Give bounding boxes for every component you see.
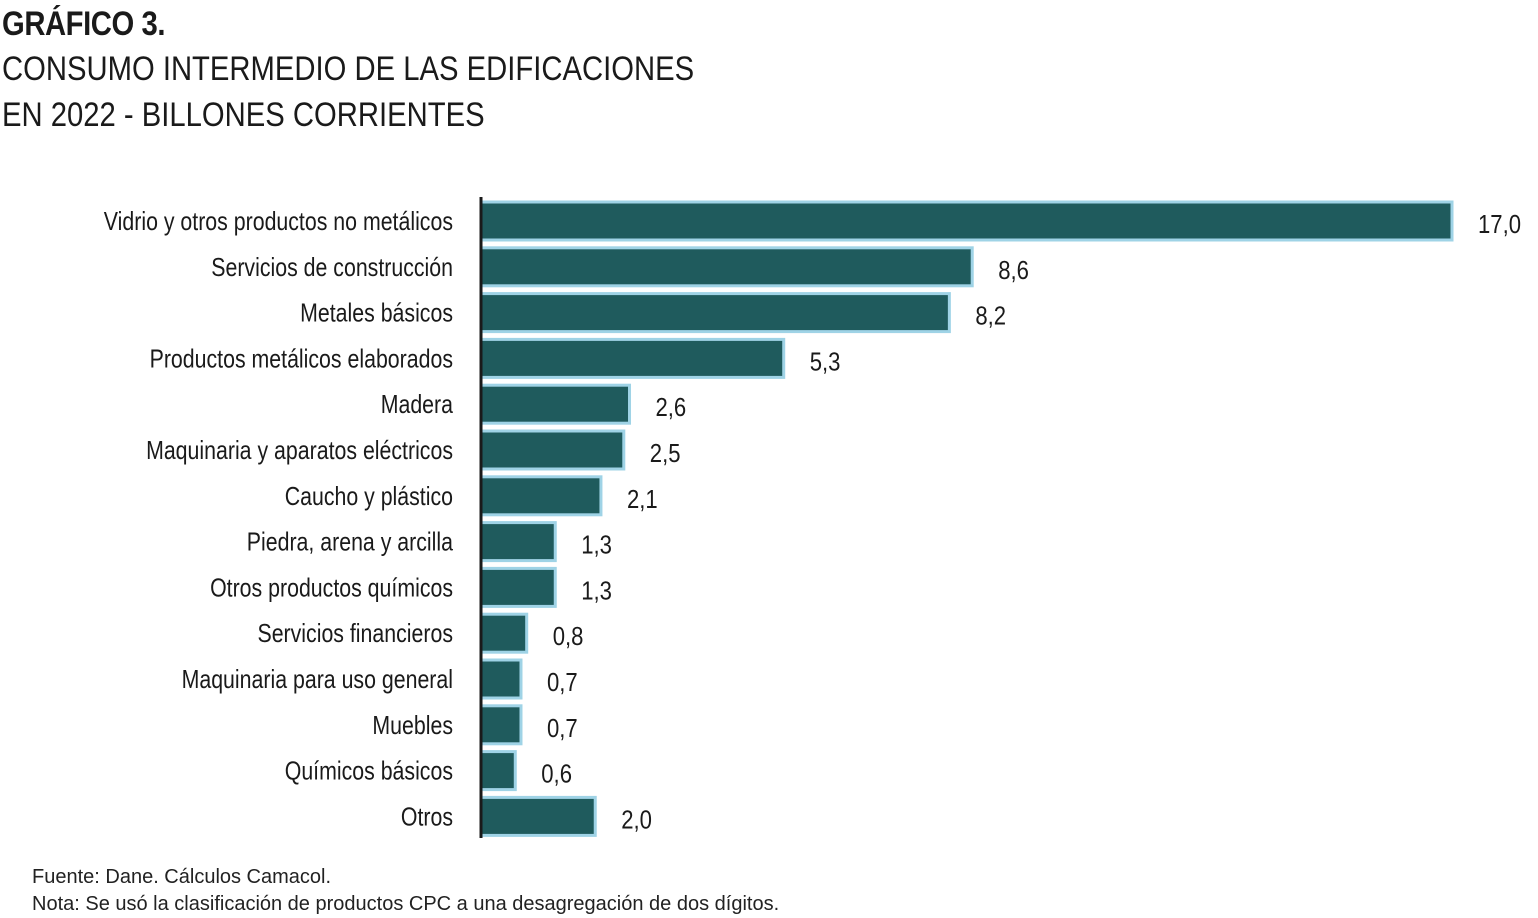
category-label-7: Piedra, arena y arcilla [247,527,454,557]
bar-3 [479,337,786,379]
category-label-0: Vidrio y otros productos no metálicos [104,206,453,236]
chart-footer: Fuente: Dane. Cálculos Camacol. Nota: Se… [32,864,779,918]
value-label-6: 2,1 [627,484,658,514]
category-label-13: Otros [401,801,453,831]
bar-12 [479,750,517,792]
value-label-2: 8,2 [975,301,1006,331]
source-note: Fuente: Dane. Cálculos Camacol. [32,866,332,888]
category-label-2: Metales básicos [300,298,453,328]
bar-5 [479,429,626,471]
value-label-7: 1,3 [581,530,612,560]
bar-10 [479,658,523,700]
figure-label: GRÁFICO 3. [2,5,166,43]
bar-0 [479,200,1454,242]
category-label-1: Servicios de construcción [211,252,453,282]
value-label-10: 0,7 [547,667,578,697]
bar-4 [479,383,632,425]
bar-13 [479,795,597,837]
category-label-5: Maquinaria y aparatos eléctricos [146,435,453,465]
bar-6 [479,475,603,517]
category-label-9: Servicios financieros [257,618,453,648]
value-label-4: 2,6 [656,392,687,422]
category-label-3: Productos metálicos elaborados [150,343,453,373]
category-label-6: Caucho y plástico [285,481,453,511]
chart-title-line-1: CONSUMO INTERMEDIO DE LAS EDIFICACIONES [2,50,695,88]
category-label-4: Madera [381,389,454,419]
category-label-10: Maquinaria para uso general [182,664,453,694]
chart-header: GRÁFICO 3. CONSUMO INTERMEDIO DE LAS EDI… [2,2,807,138]
value-label-3: 5,3 [810,346,841,376]
category-label-8: Otros productos químicos [210,572,453,602]
value-label-13: 2,0 [621,804,652,834]
value-label-11: 0,7 [547,713,578,743]
bar-11 [479,704,523,746]
bar-7 [479,521,557,563]
bar-9 [479,612,529,654]
category-label-11: Muebles [372,710,453,740]
method-note: Nota: Se usó la clasificación de product… [32,893,780,915]
value-label-0: 17,0 [1478,209,1521,239]
value-label-9: 0,8 [553,621,584,651]
value-label-5: 2,5 [650,438,681,468]
value-label-1: 8,6 [998,255,1029,285]
chart-title-line-2: EN 2022 - BILLONES CORRIENTES [2,96,485,134]
value-label-12: 0,6 [541,759,572,789]
bar-8 [479,566,557,608]
category-label-12: Químicos básicos [285,756,453,786]
bar-1 [479,246,974,288]
bar-2 [479,292,951,334]
value-label-8: 1,3 [581,575,612,605]
